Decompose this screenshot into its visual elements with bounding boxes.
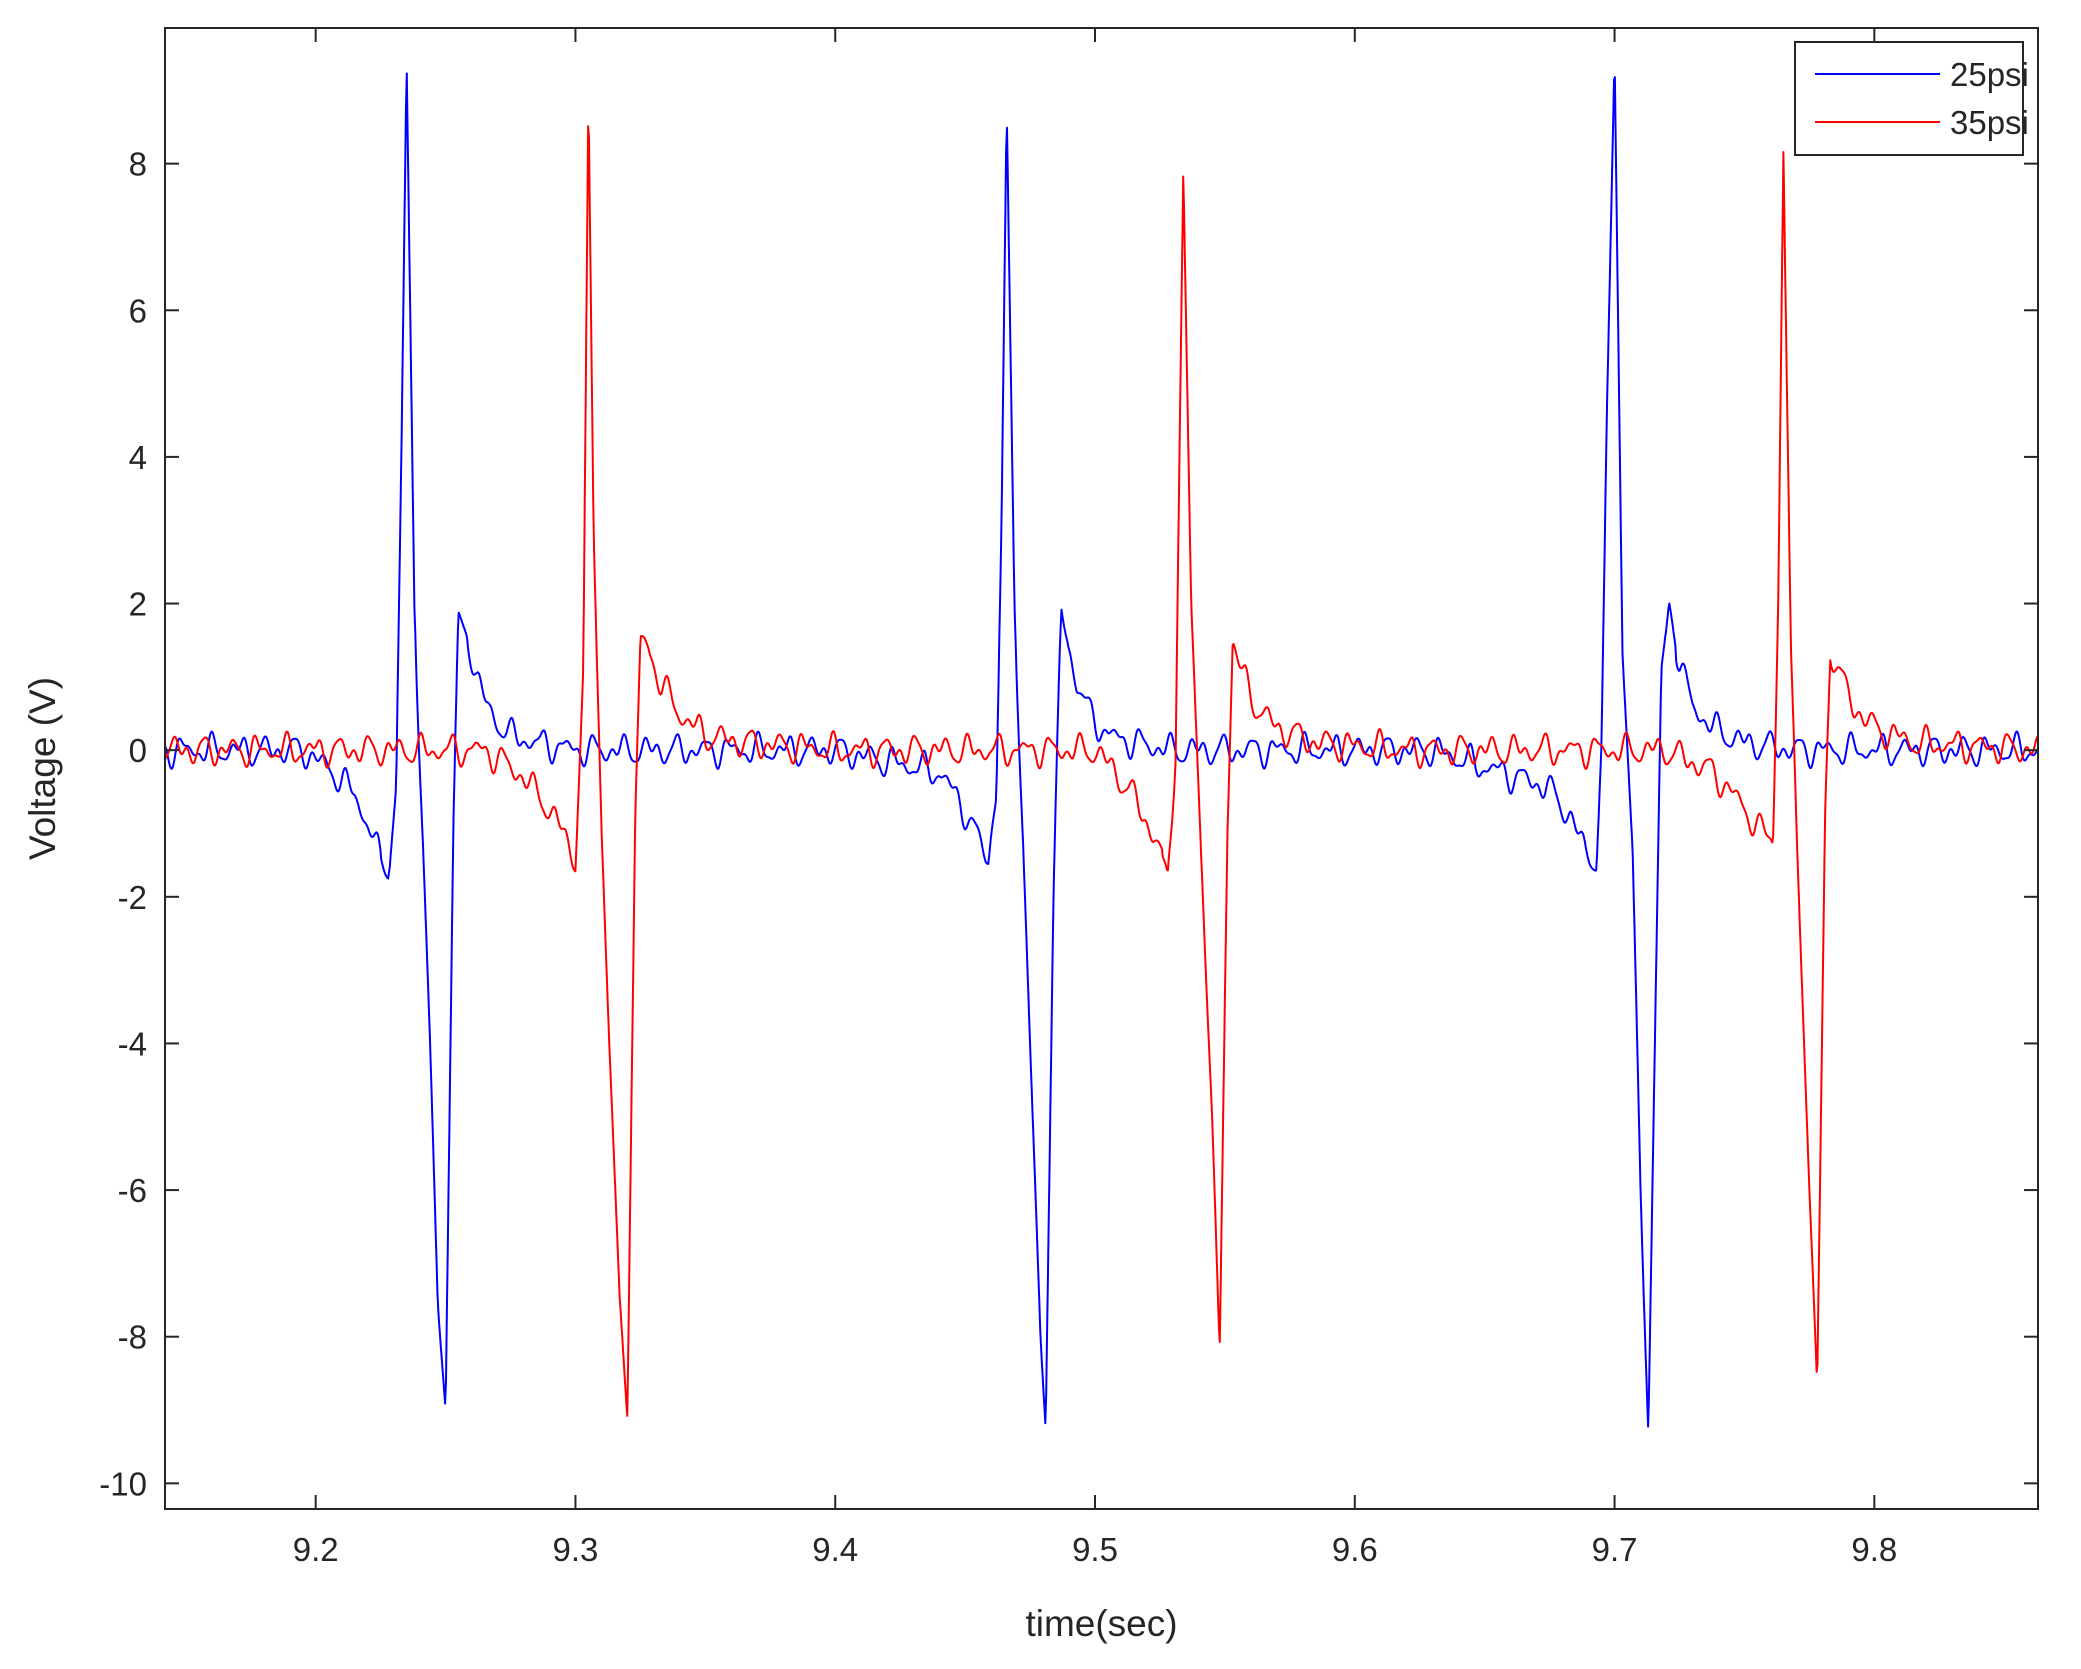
y-tick-label: -8 — [118, 1319, 147, 1356]
x-tick-label: 9.3 — [553, 1531, 599, 1568]
series-line-35psi — [164, 125, 2039, 1417]
axes-box — [164, 27, 2039, 1510]
legend-label-35psi: 35psi — [1950, 104, 2029, 141]
y-tick-label: 6 — [129, 292, 147, 329]
y-tick-label: -10 — [99, 1465, 147, 1502]
series-lines — [164, 72, 2039, 1428]
legend-label-25psi: 25psi — [1950, 56, 2029, 93]
x-tick-label: 9.5 — [1072, 1531, 1118, 1568]
x-tick-label: 9.8 — [1851, 1531, 1897, 1568]
x-tick-label: 9.6 — [1332, 1531, 1378, 1568]
y-tick-label: 4 — [129, 439, 147, 476]
y-tick-label: 2 — [129, 586, 147, 623]
plot-area — [165, 28, 2038, 1509]
axes: 9.2 9.3 9.4 9.5 9.6 9.7 9.8 -10 -8 -6 -4 -2 0 2 4 6 8 tim… — [22, 27, 2039, 1644]
series-line-25psi — [164, 72, 2039, 1428]
plot-background — [165, 28, 2038, 1509]
x-axis-label: time(sec) — [1025, 1603, 1177, 1644]
y-tick-label: 8 — [129, 146, 147, 183]
y-axis-label: Voltage (V) — [22, 677, 63, 860]
y-tick-label: -6 — [118, 1172, 147, 1209]
y-tick-label: -4 — [118, 1025, 147, 1062]
y-tick-label: -2 — [118, 879, 147, 916]
x-tick-label: 9.7 — [1592, 1531, 1638, 1568]
legend-box — [1794, 41, 2024, 156]
y-tick-label: 0 — [129, 732, 147, 769]
x-tick-label: 9.2 — [293, 1531, 339, 1568]
x-tick-label: 9.4 — [812, 1531, 858, 1568]
legend: 25psi 35psi — [1794, 41, 2029, 156]
